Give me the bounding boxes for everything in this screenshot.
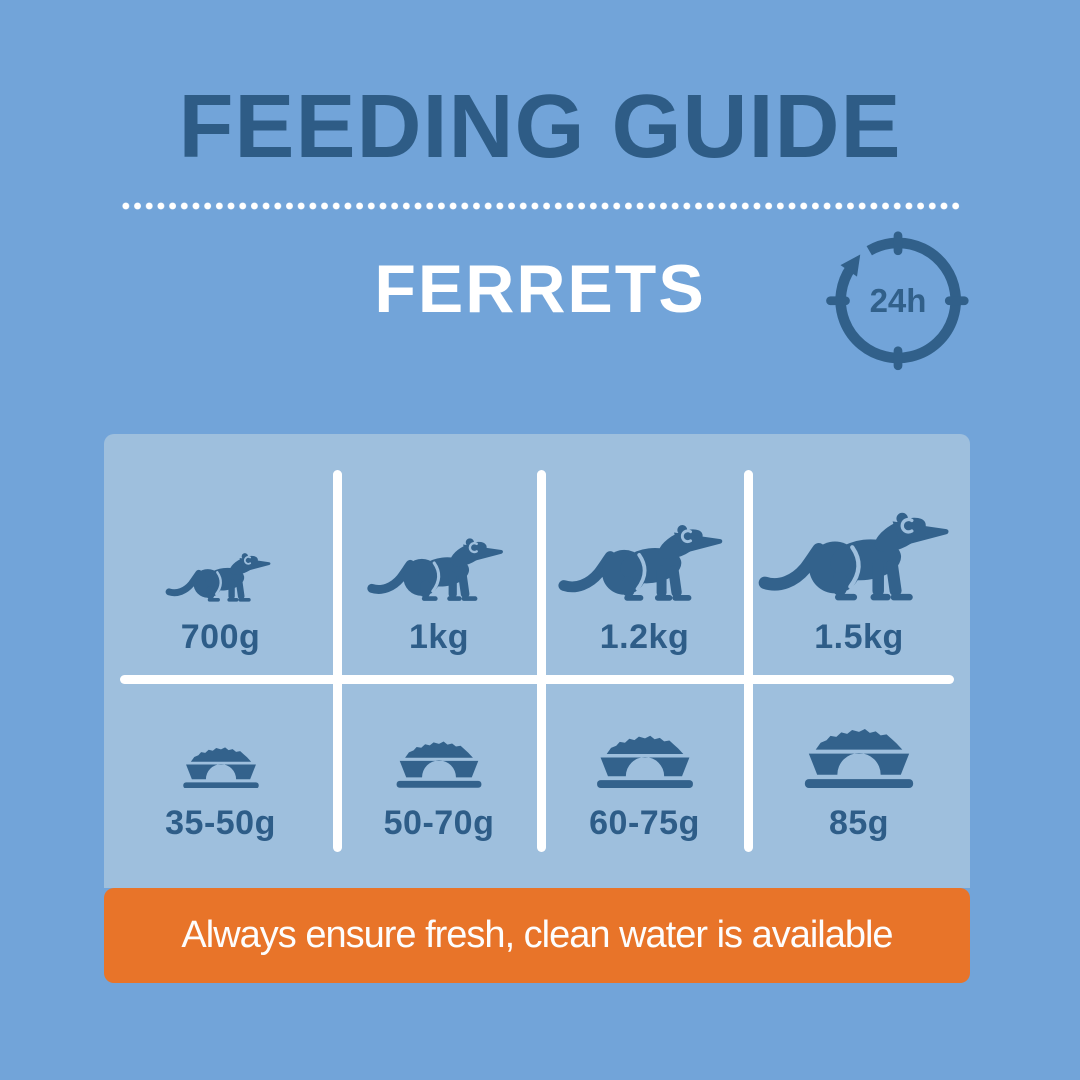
ferret-icon [367,503,511,603]
amount-label: 50-70g [383,804,495,842]
column-divider [333,470,342,852]
column-divider [744,470,753,852]
food-bowl-icon [173,726,269,788]
column-divider [537,470,546,852]
weight-cell: 700g [104,434,337,679]
ferret-icon [758,503,960,603]
amount-label: 60-75g [589,804,700,842]
feeding-table: 700g 1kg 1.2kg 1.5kg 35-50g [104,434,970,888]
page-title: FEEDING GUIDE [178,77,902,177]
food-bowl-icon [385,726,493,788]
weight-label: 1.2kg [599,618,690,656]
ferret-icon [165,503,277,603]
amount-cell: 35-50g [104,679,337,852]
amount-cell: 60-75g [541,679,748,852]
subtitle-ferrets: FERRETS [374,251,706,327]
amount-label: 35-50g [165,804,276,842]
amount-cell: 50-70g [337,679,541,852]
amount-cell: 85g [748,679,970,852]
weight-cell: 1.2kg [541,434,748,679]
weight-cell: 1.5kg [748,434,970,679]
amount-label: 85g [828,804,890,842]
weight-cell: 1kg [337,434,541,679]
24h-clock-icon: 24h [823,222,973,372]
row-divider [120,675,954,684]
clock-label: 24h [869,281,927,319]
weight-label: 1.5kg [814,618,904,656]
water-note: Always ensure fresh, clean water is avai… [181,914,893,956]
ferret-icon [558,503,732,603]
food-bowl-icon [584,726,706,788]
weight-label: 700g [180,618,261,656]
weight-label: 1kg [408,618,470,656]
food-bowl-icon [790,726,928,788]
water-banner: Always ensure fresh, clean water is avai… [104,888,970,983]
dotted-divider [120,202,960,210]
